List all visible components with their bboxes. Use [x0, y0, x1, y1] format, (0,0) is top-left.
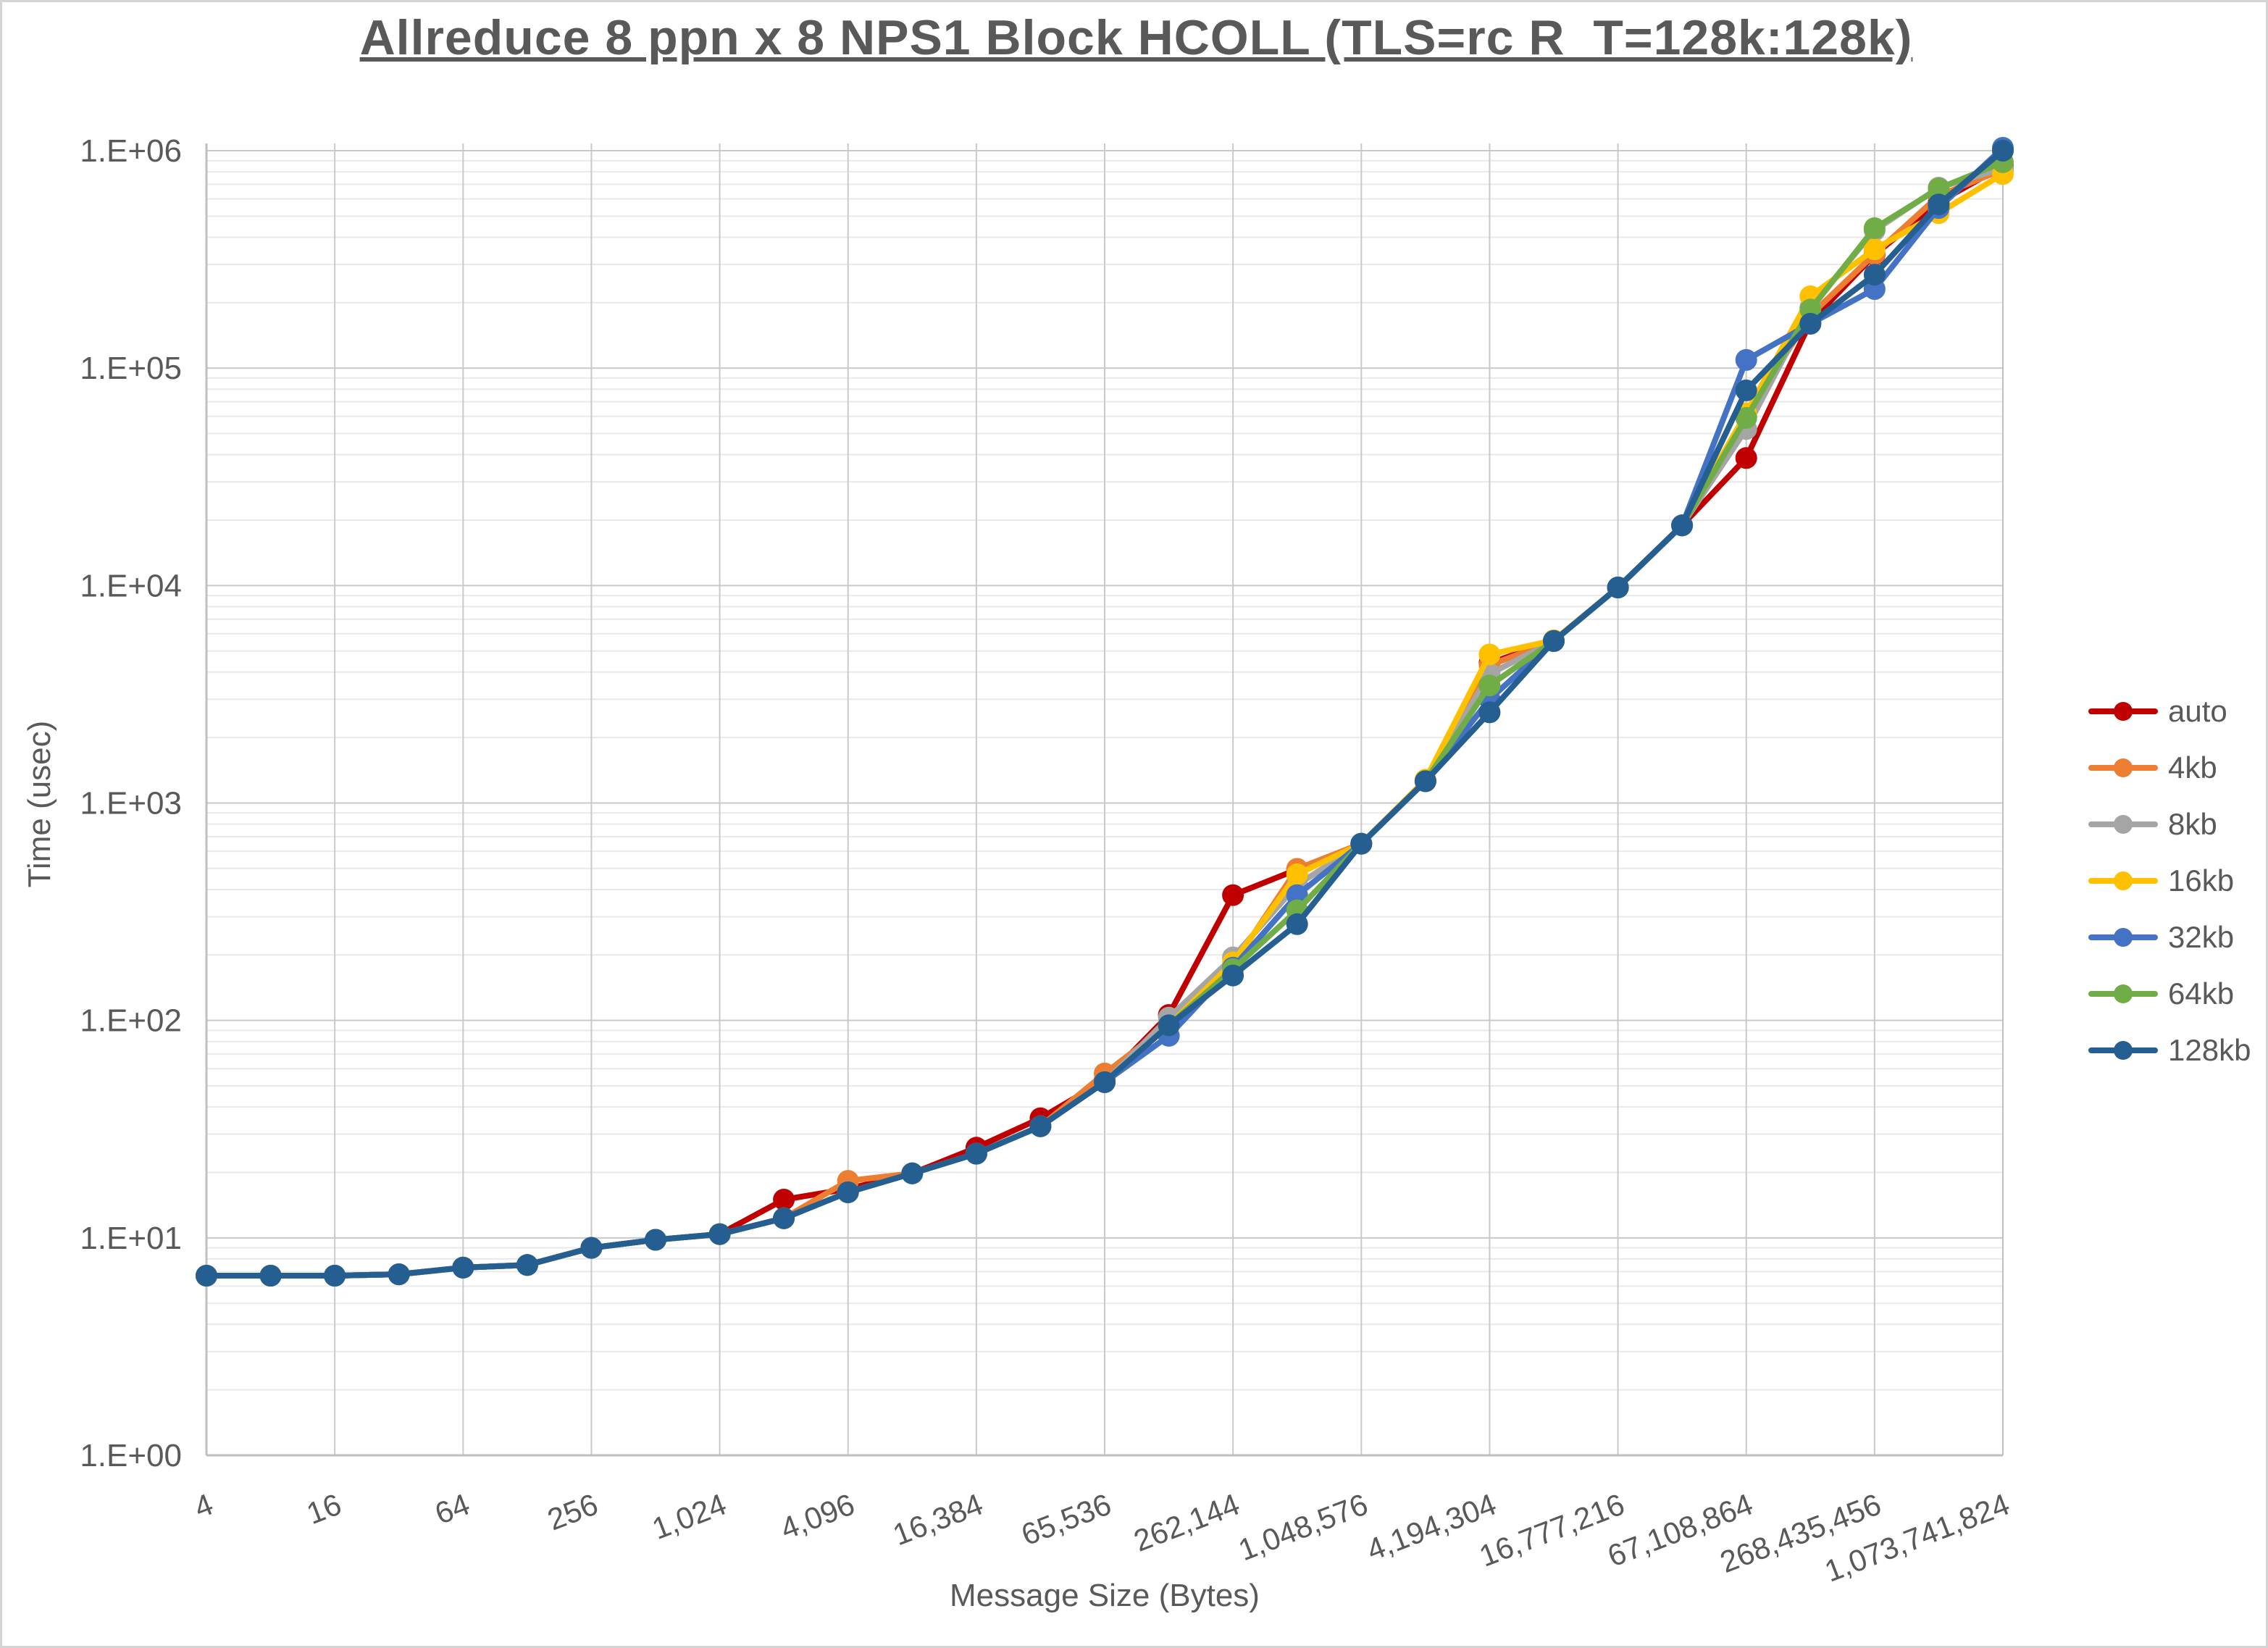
data-point-128kb	[1029, 1115, 1052, 1137]
data-point-128kb	[901, 1162, 924, 1184]
data-point-128kb	[1735, 379, 1757, 401]
data-point-64kb	[1735, 406, 1757, 429]
legend-marker-icon	[2088, 757, 2158, 779]
data-point-128kb	[645, 1229, 666, 1251]
data-point-16kb	[1478, 643, 1501, 666]
data-point-16kb	[1286, 863, 1308, 885]
data-point-64kb	[1478, 674, 1501, 697]
legend-label: 128kb	[2168, 1033, 2251, 1067]
x-tick-label: 1,048,576	[1234, 1487, 1372, 1568]
y-tick-label: 1.E+00	[80, 1438, 182, 1473]
data-point-64kb	[1928, 177, 1950, 200]
x-tick-labels: 4 16 64 256 1,024 4,096 16,384 65,536 262,1441,0…	[190, 1487, 2014, 1589]
legend-marker-icon	[2088, 870, 2158, 892]
data-point-auto	[1222, 884, 1244, 906]
data-point-128kb	[516, 1254, 538, 1276]
data-point-128kb	[773, 1207, 795, 1229]
data-point-128kb	[1607, 577, 1629, 598]
x-tick-label: 16	[302, 1487, 346, 1531]
y-tick-labels: 1.E+00 1.E+01 1.E+02 1.E+03 1.E+04 1.E+05 1.E+…	[80, 133, 182, 1473]
y-tick-label: 1.E+02	[80, 1003, 182, 1039]
data-point-128kb	[1799, 312, 1822, 335]
data-point-128kb	[965, 1142, 987, 1165]
legend-label: 8kb	[2168, 807, 2217, 841]
legend-label: auto	[2168, 694, 2227, 728]
series-128kb	[196, 140, 2014, 1287]
legend-marker-icon	[2088, 927, 2158, 948]
x-tick-label: 4,096	[776, 1487, 859, 1547]
data-point-128kb	[324, 1265, 346, 1287]
x-tick-label: 1,024	[648, 1487, 731, 1547]
data-point-32kb	[1735, 348, 1757, 371]
chart-title: Allreduce 8 ppn x 8 NPS1 Block HCOLL (TL…	[359, 10, 1913, 65]
data-point-128kb	[1414, 770, 1436, 792]
data-point-128kb	[388, 1263, 410, 1286]
x-tick-label: 4	[190, 1487, 218, 1525]
legend-label: 4kb	[2168, 750, 2217, 785]
data-point-128kb	[1543, 629, 1565, 652]
legend-item-32kb[interactable]: 32kb	[2088, 909, 2262, 966]
legend-label: 64kb	[2168, 976, 2235, 1011]
axes	[205, 143, 2004, 1457]
legend-marker-icon	[2088, 813, 2158, 835]
x-tick-label: 262,144	[1129, 1487, 1244, 1558]
y-tick-label: 1.E+06	[80, 133, 182, 169]
y-tick-label: 1.E+03	[80, 786, 182, 821]
x-tick-label: 65,536	[1016, 1487, 1116, 1552]
x-tick-label: 64	[430, 1487, 474, 1531]
data-point-128kb	[1094, 1071, 1116, 1093]
y-tick-label: 1.E+04	[80, 568, 182, 603]
data-point-auto	[773, 1189, 795, 1210]
legend: auto 4kb 8kb 16kb 32kb 64kb 128kb	[2088, 683, 2262, 1079]
data-point-128kb	[1671, 514, 1694, 537]
legend-marker-icon	[2088, 983, 2158, 1005]
legend-item-4kb[interactable]: 4kb	[2088, 740, 2262, 796]
data-point-128kb	[837, 1181, 859, 1203]
legend-item-auto[interactable]: auto	[2088, 683, 2262, 740]
legend-marker-icon	[2088, 1040, 2158, 1061]
data-point-128kb	[452, 1256, 474, 1279]
legend-item-8kb[interactable]: 8kb	[2088, 796, 2262, 853]
data-point-16kb	[1863, 238, 1886, 261]
legend-label: 32kb	[2168, 920, 2235, 954]
data-point-128kb	[1158, 1014, 1180, 1037]
data-point-64kb	[1863, 217, 1886, 239]
legend-marker-icon	[2088, 700, 2158, 722]
data-point-auto	[1735, 447, 1757, 469]
y-tick-label: 1.E+05	[80, 351, 182, 386]
x-tick-label: 16,777,216	[1475, 1487, 1629, 1573]
data-point-128kb	[708, 1223, 731, 1245]
legend-item-64kb[interactable]: 64kb	[2088, 966, 2262, 1022]
data-point-128kb	[580, 1237, 603, 1259]
data-point-128kb	[1350, 832, 1373, 855]
data-point-128kb	[1992, 140, 2014, 162]
data-point-128kb	[1863, 264, 1886, 286]
legend-item-128kb[interactable]: 128kb	[2088, 1022, 2262, 1079]
data-point-128kb	[1286, 913, 1308, 935]
legend-label: 16kb	[2168, 863, 2235, 898]
data-point-128kb	[196, 1265, 217, 1287]
data-point-128kb	[259, 1265, 282, 1287]
x-tick-label: 16,384	[888, 1487, 987, 1552]
legend-item-16kb[interactable]: 16kb	[2088, 853, 2262, 909]
data-point-128kb	[1928, 193, 1950, 216]
x-tick-label: 256	[543, 1487, 602, 1537]
x-axis-title: Message Size (Bytes)	[950, 1578, 1260, 1613]
y-tick-label: 1.E+01	[80, 1221, 182, 1256]
data-point-128kb	[1222, 964, 1244, 987]
data-point-128kb	[1478, 701, 1501, 724]
